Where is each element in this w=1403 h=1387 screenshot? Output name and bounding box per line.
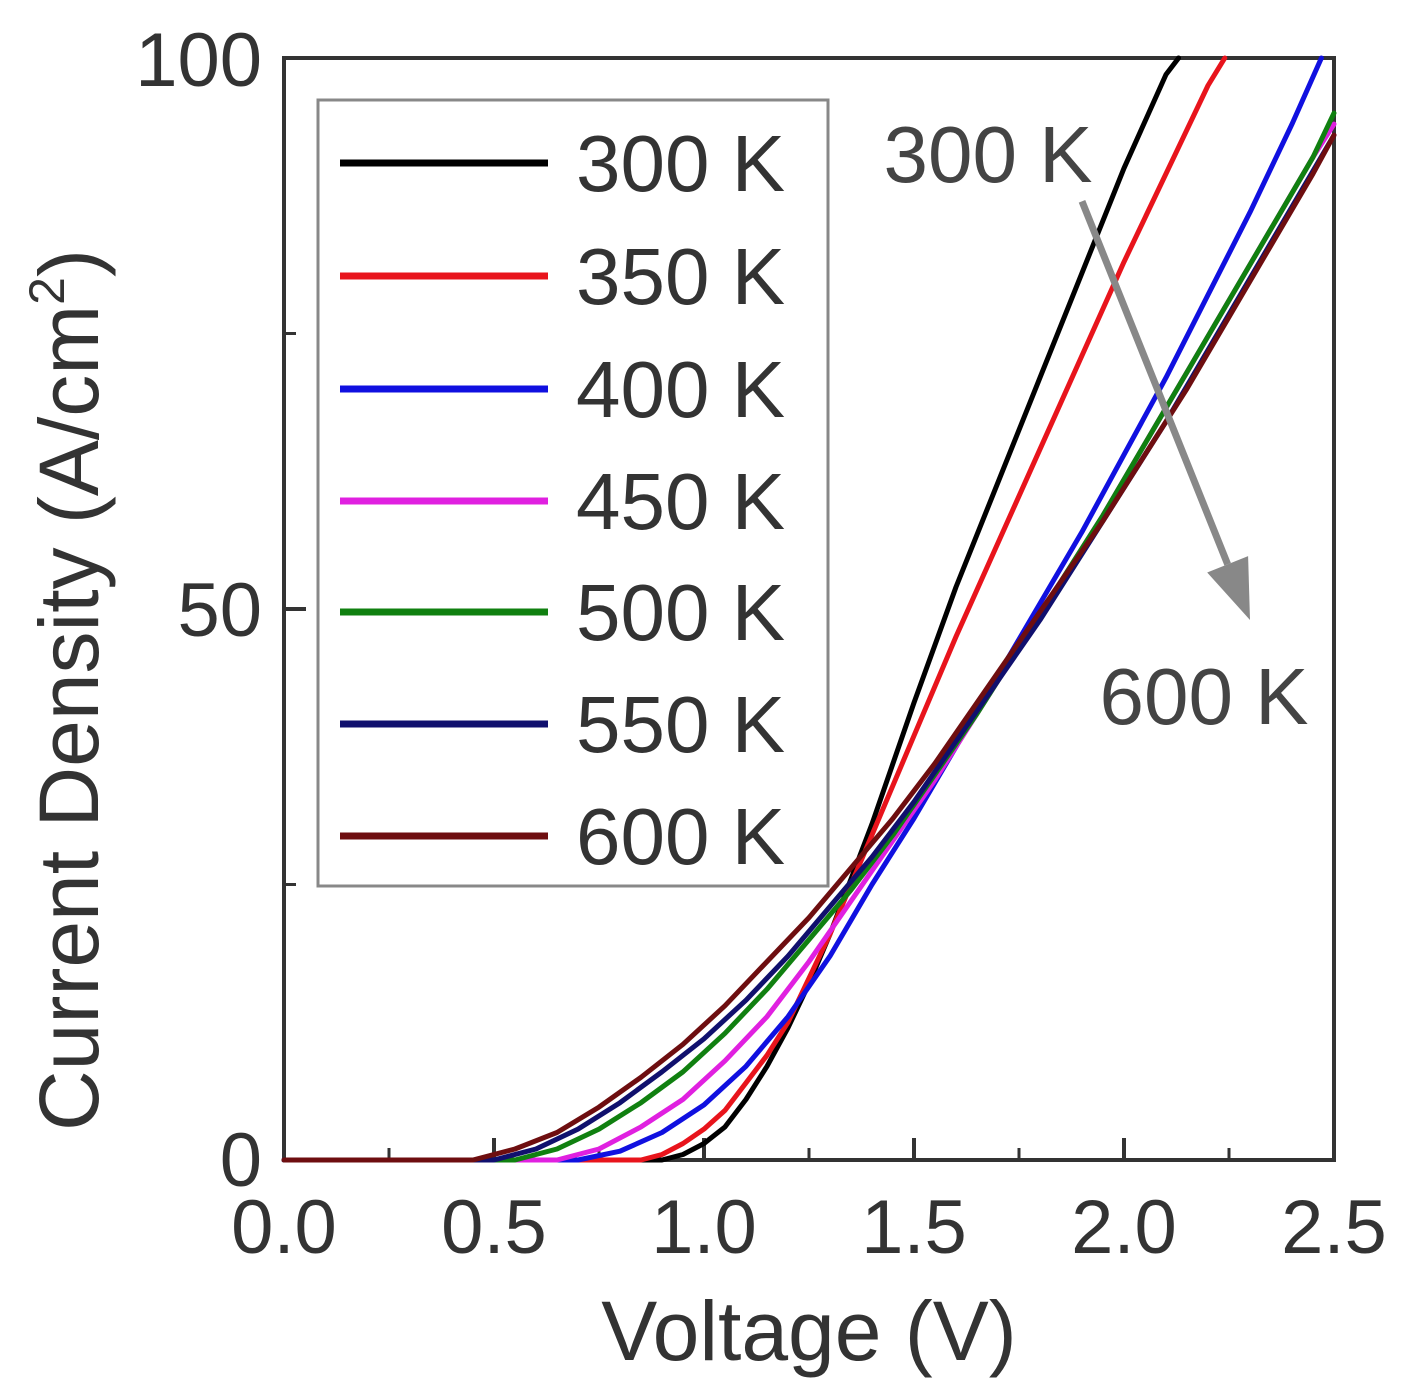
y-tick-label-2: 100 xyxy=(135,18,262,103)
x-tick-label-3: 1.5 xyxy=(861,1185,967,1270)
x-axis-ticks xyxy=(282,1138,1336,1160)
temperature-trend-arrow xyxy=(1078,199,1250,620)
legend-label-300k: 300 K xyxy=(576,119,785,208)
series-line-600k xyxy=(281,132,1337,1163)
y-axis-title-main: Current Density (A/cm xyxy=(22,305,116,1131)
legend-label-550k: 550 K xyxy=(576,680,785,769)
legend-label-500k: 500 K xyxy=(576,568,785,657)
data-series xyxy=(281,55,1337,1163)
legend-label-450k: 450 K xyxy=(576,457,785,546)
x-tick-label-1: 0.5 xyxy=(441,1185,547,1270)
legend: 300 K 350 K 400 K 450 K 500 K 550 K 600 … xyxy=(316,98,830,888)
y-axis-title-superscript: 2 xyxy=(19,277,75,305)
annotation-300k: 300 K xyxy=(883,110,1092,199)
y-axis-tick-labels: 0 50 100 xyxy=(135,18,262,1203)
y-tick-label-0: 0 xyxy=(220,1118,262,1203)
x-tick-label-0: 0.0 xyxy=(231,1185,337,1270)
arrow-shaft xyxy=(1078,199,1231,566)
legend-label-400k: 400 K xyxy=(576,345,785,434)
y-tick-label-1: 50 xyxy=(177,568,262,653)
legend-box xyxy=(316,98,830,888)
arrow-head xyxy=(1207,556,1250,620)
x-axis-tick-labels: 0.0 0.5 1.0 1.5 2.0 2.5 xyxy=(231,1185,1387,1270)
y-axis-ticks xyxy=(284,56,306,1162)
y-axis-title-close: ) xyxy=(22,249,116,277)
x-tick-label-5: 2.5 xyxy=(1281,1185,1387,1270)
x-tick-label-2: 1.0 xyxy=(651,1185,757,1270)
annotation-600k: 600 K xyxy=(1099,652,1308,741)
y-axis-title: Current Density (A/cm2) xyxy=(19,249,116,1131)
x-tick-label-4: 2.0 xyxy=(1071,1185,1177,1270)
x-axis-title: Voltage (V) xyxy=(601,1284,1017,1378)
legend-label-600k: 600 K xyxy=(576,792,785,881)
legend-label-350k: 350 K xyxy=(576,232,785,321)
